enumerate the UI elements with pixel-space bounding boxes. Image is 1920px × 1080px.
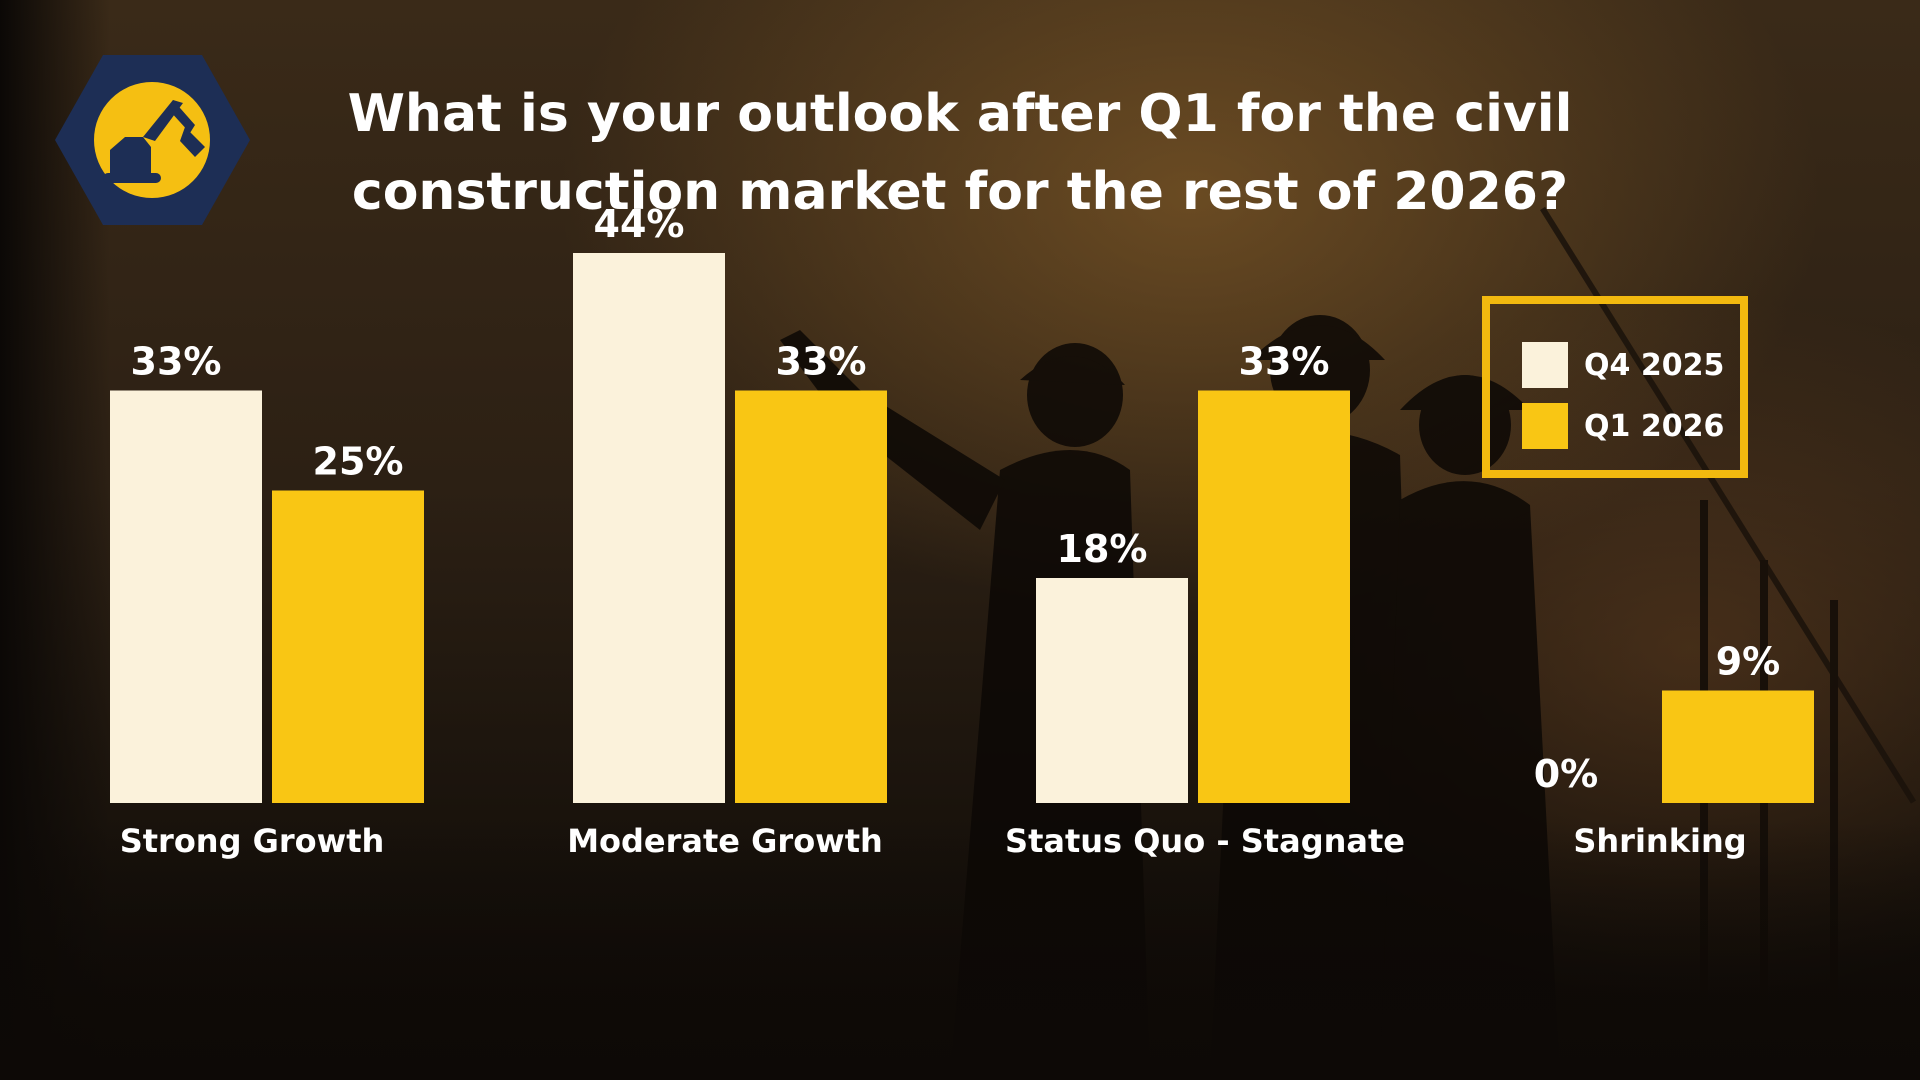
bar-status-quo-stagnate-q4-2025 [1036, 578, 1188, 803]
category-label-shrinking: Shrinking [1573, 822, 1746, 860]
bar-shrinking-q1-2026 [1662, 690, 1814, 803]
legend-swatch-q4-2025 [1522, 342, 1568, 388]
bar-status-quo-stagnate-q1-2026 [1198, 390, 1350, 803]
chart-title: What is your outlook after Q1 for the ci… [347, 84, 1573, 222]
legend-swatch-q1-2026 [1522, 403, 1568, 449]
legend-item-q1-2026: Q1 2026 [1522, 403, 1724, 449]
category-label-moderate-growth: Moderate Growth [567, 822, 883, 860]
data-label-status-quo-stagnate-q1-2026: 33% [1239, 340, 1330, 384]
category-label-strong-growth: Strong Growth [120, 822, 385, 860]
excavator-icon [103, 100, 205, 183]
legend: Q4 2025 Q1 2026 [1482, 296, 1748, 478]
data-label-shrinking-q1-2026: 9% [1716, 640, 1781, 684]
bar-strong-growth-q1-2026 [272, 490, 424, 803]
data-label-strong-growth-q4-2025: 33% [131, 340, 222, 384]
legend-item-q4-2025: Q4 2025 [1522, 342, 1724, 388]
legend-label-q1-2026: Q1 2026 [1584, 408, 1725, 444]
data-label-strong-growth-q1-2026: 25% [313, 440, 404, 484]
legend-label-q4-2025: Q4 2025 [1584, 347, 1725, 383]
bar-strong-growth-q4-2025 [110, 390, 262, 803]
data-label-status-quo-stagnate-q4-2025: 18% [1057, 527, 1148, 571]
data-label-moderate-growth-q1-2026: 33% [776, 340, 867, 384]
bar-moderate-growth-q4-2025 [573, 253, 725, 803]
data-label-shrinking-q4-2025: 0% [1534, 752, 1599, 796]
category-label-status-quo-stagnate: Status Quo - Stagnate [1005, 822, 1405, 860]
company-logo [55, 55, 250, 225]
data-label-moderate-growth-q4-2025: 44% [594, 202, 685, 246]
bar-moderate-growth-q1-2026 [735, 390, 887, 803]
